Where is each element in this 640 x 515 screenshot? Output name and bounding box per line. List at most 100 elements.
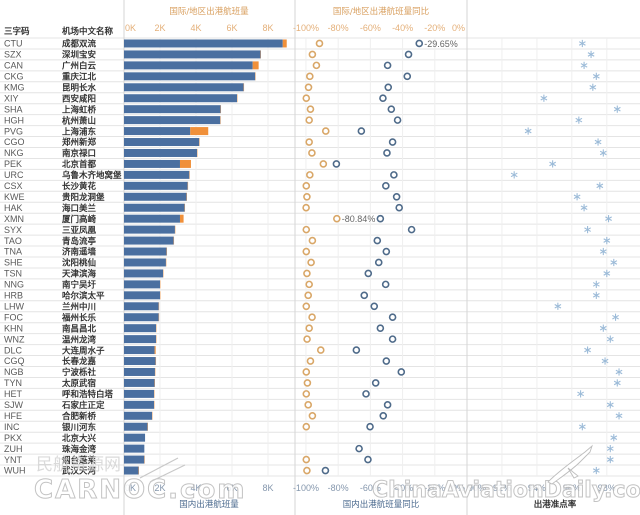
star-ontime-rate (554, 302, 562, 310)
airport-code: NGB (4, 367, 24, 377)
bar-domestic (124, 181, 188, 190)
dot-intl-yoy (307, 258, 315, 267)
airport-name: 兰州中川 (62, 301, 96, 312)
airport-code: LHW (4, 301, 25, 311)
top-tick-volume: 6K (226, 23, 237, 33)
airport-rows: CTU 成都双流 SZX 深圳宝安 CAN 广州白云 CKG 重庆江北 KMG 昆明长水 XIY 西安… (4, 39, 122, 477)
watermark-plane-icon (547, 444, 593, 485)
star-ontime-rate (540, 94, 548, 102)
dot-intl-yoy (305, 116, 313, 124)
airport-name: 贵阳龙洞堡 (62, 192, 105, 203)
star-ontime-rate (605, 215, 612, 223)
dot-intl-yoy (302, 203, 310, 212)
dot-domestic-yoy (382, 357, 391, 365)
bar-domestic (124, 269, 164, 278)
top-tick-yoy: -60% (360, 23, 381, 33)
airport-code: HGH (4, 115, 24, 125)
bar-domestic (124, 455, 145, 464)
airport-code: URC (4, 170, 24, 180)
dot-domestic-yoy (404, 50, 413, 59)
top-tick-volume: 0K (125, 23, 136, 33)
airport-name: 广州白云 (62, 61, 97, 72)
airport-code: HRB (4, 291, 23, 301)
airport-code: SJW (4, 400, 24, 410)
bottom-tick-ontime: 90% (468, 483, 486, 493)
airport-name: 重庆江北 (62, 72, 97, 83)
airport-code: PKX (4, 433, 22, 443)
airport-name: 郑州新郑 (62, 137, 97, 148)
dot-intl-yoy (312, 61, 321, 70)
airport-code: WUH (4, 466, 26, 476)
airport-code: SYX (4, 225, 22, 235)
dot-intl-yoy (302, 455, 311, 464)
airport-code: SHA (4, 104, 23, 114)
dot-intl-yoy (305, 324, 313, 332)
dot-domestic-yoy (407, 225, 416, 234)
bar-domestic (124, 39, 283, 48)
dot-intl-yoy (333, 214, 341, 223)
airport-code: HFE (4, 411, 22, 421)
airport-name: 上海浦东 (62, 126, 97, 137)
airport-code: DLC (4, 345, 23, 355)
airport-name: 西安咸阳 (62, 93, 96, 104)
dot-domestic-yoy (376, 214, 385, 223)
dot-domestic-yoy (352, 346, 361, 354)
title-domestic-yoy: 国内出港航班量同比 (343, 499, 420, 510)
yoy-annotation-label: -29.65% (424, 39, 458, 49)
dot-intl-yoy (302, 182, 311, 190)
airport-code: SZX (4, 50, 22, 60)
dot-intl-yoy (316, 346, 325, 354)
title-intl-yoy: 国际/地区出港航班量同比 (333, 6, 429, 17)
dot-domestic-yoy (388, 335, 397, 343)
bar-domestic (124, 444, 145, 453)
airport-name: 北京大兴 (62, 433, 97, 444)
dot-intl-yoy (315, 39, 324, 48)
bar-domestic (124, 203, 185, 212)
bar-international (282, 39, 287, 48)
dot-intl-yoy (302, 225, 311, 234)
airport-name: 长沙黄花 (62, 181, 97, 192)
airport-code: SHE (4, 258, 23, 268)
bar-domestic (124, 83, 244, 92)
bar-domestic (124, 280, 160, 289)
dot-domestic-yoy (383, 61, 392, 70)
bar-international (179, 159, 191, 168)
header-code: 三字码 (4, 26, 30, 37)
airport-name: 烟台蓬莱 (62, 455, 97, 466)
dot-intl-yoy (321, 127, 330, 135)
star-ontime-rate (577, 390, 584, 398)
header-name: 机场中文名称 (62, 26, 114, 37)
star-ontime-rate (549, 160, 557, 168)
airport-name: 银川河东 (61, 422, 97, 433)
star-ontime-rate (524, 127, 532, 135)
airport-name: 成都双流 (62, 39, 97, 50)
dot-domestic-yoy (382, 182, 390, 190)
bar-domestic (124, 94, 238, 103)
dot-domestic-yoy (357, 127, 366, 135)
dot-intl-yoy (303, 379, 312, 387)
bar-domestic (124, 389, 155, 398)
star-ontime-rate (596, 182, 604, 190)
airport-code: XMN (4, 214, 24, 224)
watermark-cn-text: 民航资源网 (36, 455, 121, 475)
star-ontime-rate (594, 138, 602, 146)
bottom-tick-yoy: -80% (328, 483, 349, 493)
dot-intl-yoy (319, 160, 328, 168)
bar-domestic (124, 400, 155, 409)
airport-name: 厦门高崎 (62, 214, 97, 225)
airport-code: CGQ (4, 356, 25, 366)
dot-domestic-yoy (379, 411, 388, 420)
star-ontime-rate (584, 226, 591, 234)
airport-name: 宁波栎社 (62, 367, 97, 378)
bar-domestic (124, 302, 159, 311)
dot-intl-yoy (303, 335, 311, 343)
airport-code: HAK (4, 203, 23, 213)
airport-code: KMG (4, 82, 25, 92)
bar-domestic (124, 214, 180, 223)
top-tick-yoy: -100% (293, 23, 319, 33)
star-ontime-rate (606, 455, 614, 464)
star-ontime-rate (580, 61, 588, 69)
dot-domestic-yoy (370, 302, 379, 311)
bottom-tick-ontime: 94% (528, 483, 546, 493)
star-ontime-rate (580, 204, 588, 212)
